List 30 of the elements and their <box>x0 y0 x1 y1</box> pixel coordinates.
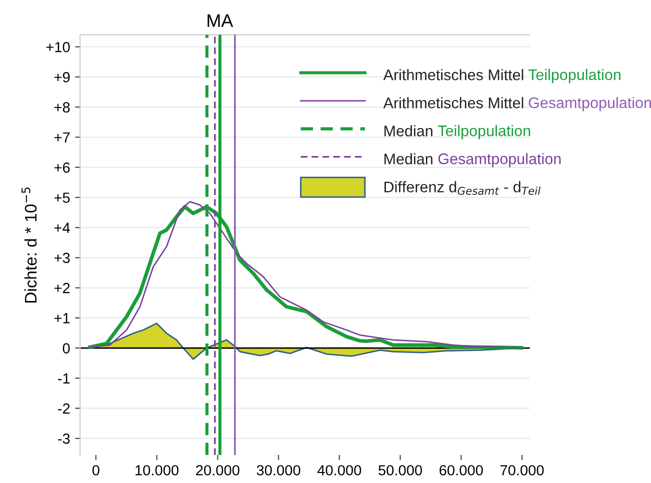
y-tick-label: +3 <box>54 252 70 264</box>
y-tick-label: +2 <box>54 282 70 294</box>
x-tick-label: 0 <box>92 465 100 476</box>
text: M <box>208 14 220 27</box>
x-tick-label: 70.000 <box>500 465 544 476</box>
y-tick-label: +8 <box>54 102 70 112</box>
x-tick-label: 10.000 <box>136 465 179 476</box>
text: Arithmetisches Mittel Gesamtpopulation <box>383 96 651 112</box>
x-tick-label: 50.000 <box>378 465 422 476</box>
y-tick-label: +10 <box>46 42 70 52</box>
y-tick-label: -3 <box>58 434 70 444</box>
text: A <box>221 14 234 27</box>
y-tick-label: +5 <box>54 192 70 203</box>
y-tick-label: +7 <box>54 132 70 142</box>
text: Arithmetisches Mittel Teilpopulation <box>383 68 620 84</box>
y-tick-label: +6 <box>54 162 70 173</box>
y-tick-label: +9 <box>54 72 70 82</box>
x-tick-label: 60.000 <box>440 465 483 476</box>
y-tick-label: 0 <box>62 343 70 354</box>
y-axis-title: Dichte: d * 10$^{−5}$ <box>22 187 37 303</box>
text: Median Gesamtpopulation <box>384 153 561 168</box>
y-tick-label: -1 <box>58 373 70 384</box>
y-tick-label: +1 <box>54 313 70 324</box>
x-tick-label: 20.000 <box>196 465 240 476</box>
x-tick-label: 30.000 <box>256 465 300 476</box>
x-tick-label: 40.000 <box>317 465 362 476</box>
legend-label: Differenz d$_{Gesamt}$ - d$_{Teil}$ <box>384 181 541 195</box>
text: Median Teilpopulation <box>384 124 530 140</box>
y-tick-label: +4 <box>54 222 70 233</box>
y-tick-label: -2 <box>58 403 70 414</box>
